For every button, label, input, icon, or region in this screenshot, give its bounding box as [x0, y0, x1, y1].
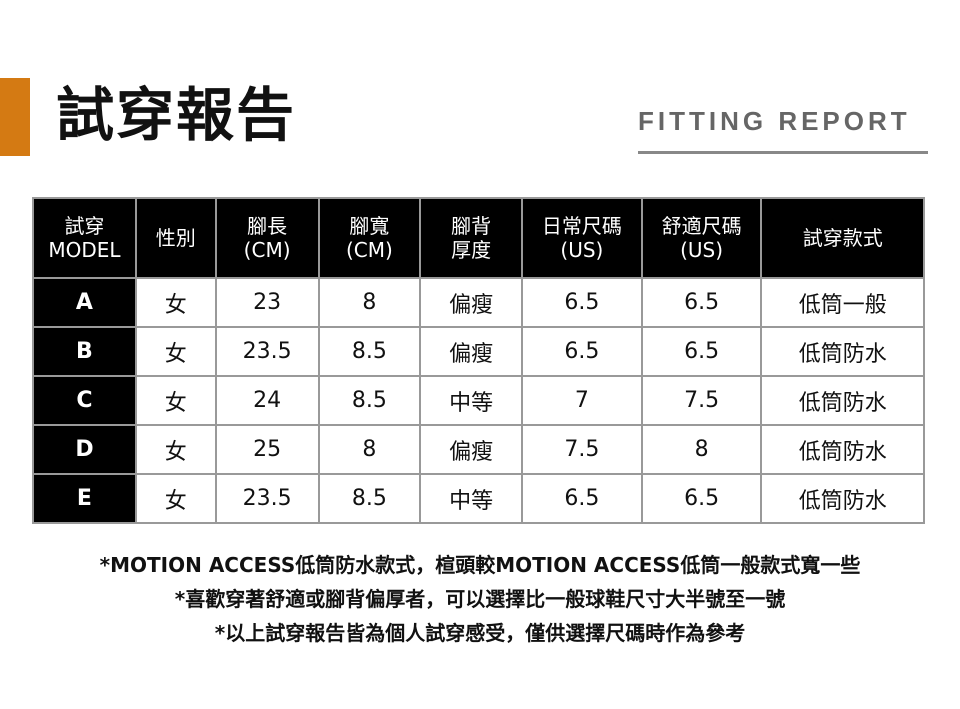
table-cell: 6.5: [640, 277, 763, 328]
table-cell: 6.5: [521, 473, 643, 524]
table-cell: 女: [134, 326, 217, 377]
table-cell: 7: [521, 375, 643, 426]
accent-bar: [0, 78, 30, 156]
table-cell: 7.5: [640, 375, 763, 426]
header-line: (CM): [345, 238, 393, 262]
column-header: 腳背 厚度: [419, 197, 524, 279]
table-cell: 8: [317, 277, 422, 328]
header-line: (US): [680, 238, 724, 262]
page-subtitle: FITTING REPORT: [638, 106, 911, 136]
table-cell: 23: [214, 277, 320, 328]
table-cell: 偏瘦: [419, 326, 524, 377]
fitting-table: 試穿 MODEL 性別 腳長 (CM) 腳寬 (CM) 腳背 厚度 日常尺碼 (US) 舒適尺碼 (US…: [32, 197, 925, 524]
table-cell: 低筒防水: [760, 375, 925, 426]
model-cell: A: [32, 277, 137, 328]
table-row: D 女 25 8 偏瘦 7.5 8 低筒防水: [32, 424, 925, 475]
model-cell: C: [32, 375, 137, 426]
table-cell: 6.5: [640, 326, 763, 377]
column-header: 腳長 (CM): [214, 197, 320, 279]
table-cell: 6.5: [521, 326, 643, 377]
header-line: (CM): [243, 238, 291, 262]
table-cell: 女: [134, 424, 217, 475]
table-row: C 女 24 8.5 中等 7 7.5 低筒防水: [32, 375, 925, 426]
header-line: 試穿款式: [802, 226, 883, 250]
header-line: 日常尺碼: [541, 214, 622, 238]
table-cell: 低筒一般: [760, 277, 925, 328]
column-header: 試穿款式: [760, 197, 925, 279]
table-cell: 24: [214, 375, 320, 426]
column-header: 試穿 MODEL: [32, 197, 137, 279]
note: *MOTION ACCESS低筒防水款式，楦頭較MOTION ACCESS低筒一…: [99, 553, 861, 577]
table-cell: 8.5: [317, 375, 422, 426]
model-cell: B: [32, 326, 137, 377]
column-header: 舒適尺碼 (US): [640, 197, 763, 279]
subtitle-underline: [638, 151, 928, 154]
column-header: 日常尺碼 (US): [521, 197, 643, 279]
page-title: 試穿報告: [56, 81, 297, 149]
header-line: 腳寬: [349, 214, 390, 238]
column-header: 腳寬 (CM): [317, 197, 422, 279]
table-cell: 6.5: [521, 277, 643, 328]
table-cell: 中等: [419, 375, 524, 426]
table-cell: 女: [134, 473, 217, 524]
table-cell: 7.5: [521, 424, 643, 475]
table-row: B 女 23.5 8.5 偏瘦 6.5 6.5 低筒防水: [32, 326, 925, 377]
table-cell: 低筒防水: [760, 424, 925, 475]
table-cell: 8: [317, 424, 422, 475]
notes: *MOTION ACCESS低筒防水款式，楦頭較MOTION ACCESS低筒一…: [0, 548, 960, 650]
note: *以上試穿報告皆為個人試穿感受，僅供選擇尺碼時作為參考: [214, 621, 746, 645]
note: *喜歡穿著舒適或腳背偏厚者，可以選擇比一般球鞋尺寸大半號至一號: [174, 587, 786, 611]
table-cell: 8.5: [317, 473, 422, 524]
table-cell: 女: [134, 277, 217, 328]
table-row: E 女 23.5 8.5 中等 6.5 6.5 低筒防水: [32, 473, 925, 524]
header-line: 試穿: [64, 214, 105, 238]
header-line: 腳背: [451, 214, 492, 238]
table-cell: 6.5: [640, 473, 763, 524]
column-header: 性別: [134, 197, 217, 279]
table-cell: 8: [640, 424, 763, 475]
table-cell: 8.5: [317, 326, 422, 377]
table-cell: 低筒防水: [760, 473, 925, 524]
header-line: 性別: [155, 226, 196, 250]
table-cell: 25: [214, 424, 320, 475]
header-line: MODEL: [48, 238, 121, 262]
header-line: 厚度: [451, 238, 492, 262]
header-line: 舒適尺碼: [661, 214, 742, 238]
table-row: A 女 23 8 偏瘦 6.5 6.5 低筒一般: [32, 277, 925, 328]
model-cell: D: [32, 424, 137, 475]
table-cell: 23.5: [214, 473, 320, 524]
table-cell: 偏瘦: [419, 424, 524, 475]
table-cell: 偏瘦: [419, 277, 524, 328]
header-line: 腳長: [247, 214, 288, 238]
model-cell: E: [32, 473, 137, 524]
table-cell: 中等: [419, 473, 524, 524]
header-line: (US): [560, 238, 604, 262]
table-cell: 女: [134, 375, 217, 426]
table-cell: 23.5: [214, 326, 320, 377]
table-cell: 低筒防水: [760, 326, 925, 377]
